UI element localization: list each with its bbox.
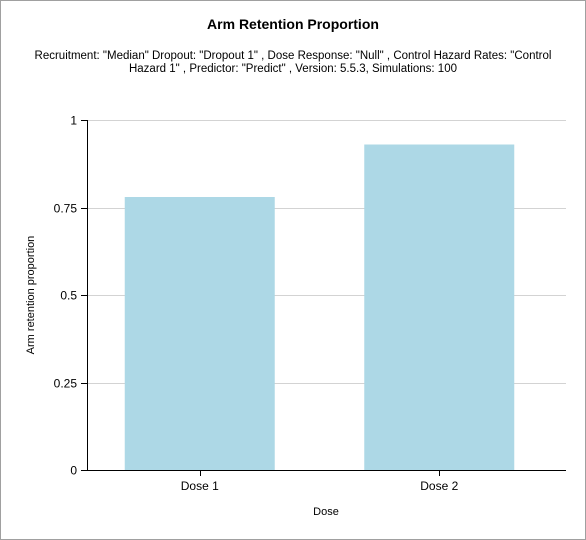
bar-dose-2	[364, 144, 515, 470]
y-tick-label: 0.25	[54, 377, 78, 391]
bar-dose-1	[124, 197, 275, 470]
y-tick-label: 0.5	[60, 289, 77, 303]
x-tick-label: Dose 2	[420, 479, 458, 493]
y-tick-label: 1	[70, 114, 77, 128]
axis-layer: 0 0.25 0.5 0.75 1 Dose 1 Dose 2	[54, 114, 566, 493]
chart-title: Arm Retention Proportion	[207, 16, 379, 32]
y-tick-label: 0	[70, 464, 77, 478]
y-tick-label: 0.75	[54, 202, 78, 216]
x-axis-label: Dose	[313, 506, 339, 518]
chart-subtitle: Recruitment: "Median" Dropout: "Dropout …	[34, 50, 552, 75]
bar-layer	[124, 144, 515, 470]
x-tick-label: Dose 1	[181, 479, 219, 493]
y-axis-label: Arm retention proportion	[25, 236, 37, 355]
